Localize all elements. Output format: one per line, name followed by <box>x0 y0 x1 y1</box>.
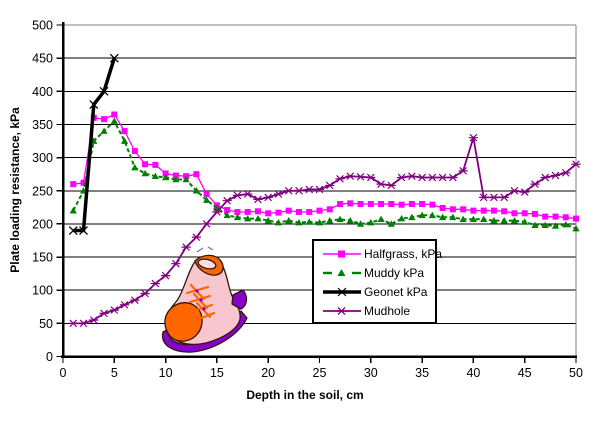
tick-labels: 0 50 100 150 200 250 300 350 400 450 500 0 5 10 15 20 25… <box>32 19 583 381</box>
x-tick-label: 45 <box>518 366 532 380</box>
y-tick-label: 100 <box>32 284 53 298</box>
y-tick-label: 250 <box>32 184 53 198</box>
legend-item-geonet: Geonet kPa <box>321 283 433 302</box>
x-tick-label: 30 <box>364 366 378 380</box>
series-muddy-kpa <box>69 117 580 232</box>
x-axis-title: Depth in the soil, cm <box>246 388 364 402</box>
x-tick-label: 20 <box>261 366 275 380</box>
x-tick-label: 5 <box>111 366 118 380</box>
x-tick-label: 50 <box>569 366 583 380</box>
muddy-line-sample-icon <box>323 269 361 277</box>
x-tick-label: 15 <box>210 366 224 380</box>
y-tick-label: 0 <box>46 350 53 364</box>
x-tick-label: 25 <box>313 366 327 380</box>
y-tick-label: 200 <box>32 217 53 231</box>
y-tick-label: 500 <box>32 19 53 33</box>
legend-label: Geonet kPa <box>364 284 428 299</box>
shoe-clipart <box>161 246 248 353</box>
mudhole-line-sample-icon <box>323 306 361 315</box>
series-mudhole <box>68 133 581 328</box>
legend-item-halfgrass: Halfgrass, kPa <box>321 245 442 264</box>
y-axis-title: Plate loading resistance, kPa <box>8 107 22 273</box>
y-tick-label: 300 <box>32 151 53 165</box>
x-tick-label: 0 <box>60 366 67 380</box>
legend-label: Muddy kPa <box>364 266 425 281</box>
legend-label: Mudhole <box>364 303 411 318</box>
y-tick-label: 450 <box>32 52 53 66</box>
series-geonet-kpa <box>68 53 119 235</box>
halfgrass-line-sample-icon <box>323 250 361 258</box>
legend-label: Halfgrass, kPa <box>364 247 443 262</box>
x-tick-label: 10 <box>159 366 173 380</box>
y-tick-label: 350 <box>32 118 53 132</box>
legend-item-mudhole: Mudhole <box>321 301 433 320</box>
axes <box>56 22 577 363</box>
x-tick-label: 35 <box>415 366 429 380</box>
legend-item-muddy: Muddy kPa <box>321 264 433 283</box>
series-halfgrass-kpa <box>70 111 579 222</box>
geonet-line-sample-icon <box>323 287 361 297</box>
y-tick-label: 150 <box>32 251 53 265</box>
x-tick-label: 40 <box>466 366 480 380</box>
y-tick-label: 400 <box>32 85 53 99</box>
legend: Halfgrass, kPa Muddy kPa Geonet kPa Mudh… <box>312 239 442 324</box>
y-tick-label: 50 <box>39 317 53 331</box>
plot-border <box>63 24 577 357</box>
